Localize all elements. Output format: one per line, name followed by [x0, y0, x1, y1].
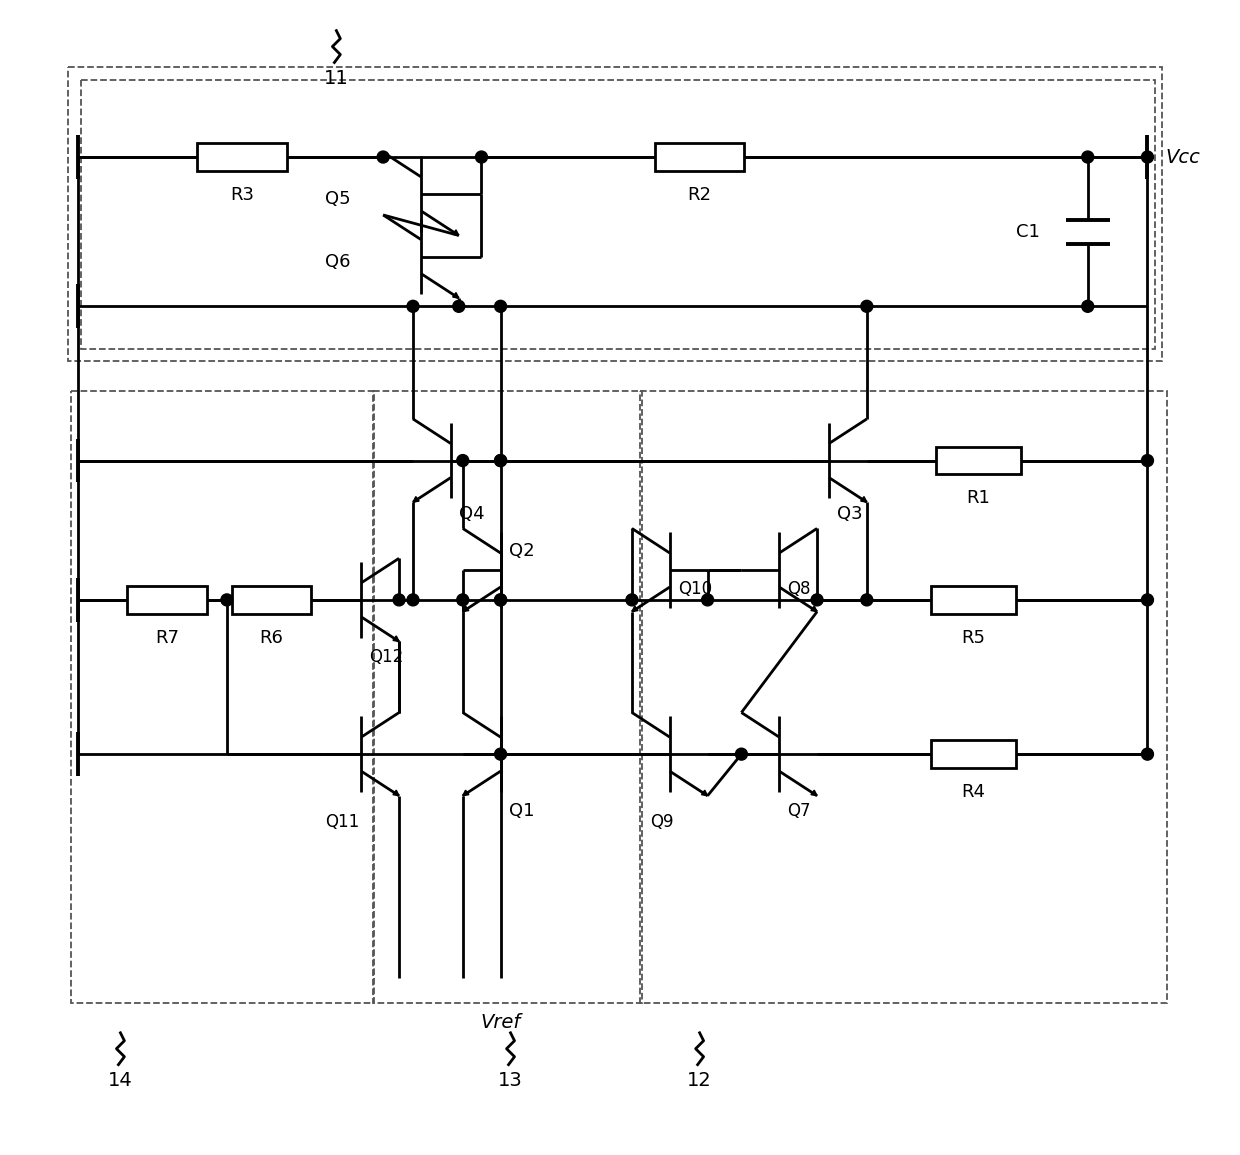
Text: Vref: Vref [480, 1013, 521, 1033]
Text: Q5: Q5 [325, 189, 351, 208]
Text: Q1: Q1 [508, 802, 534, 820]
Polygon shape [702, 790, 708, 796]
Text: Q7: Q7 [787, 802, 811, 820]
Circle shape [495, 455, 507, 467]
Circle shape [1142, 748, 1153, 760]
Polygon shape [463, 790, 469, 796]
Circle shape [495, 594, 507, 606]
Text: 11: 11 [324, 69, 348, 88]
Circle shape [393, 594, 405, 606]
Circle shape [475, 151, 487, 163]
Circle shape [456, 455, 469, 467]
Circle shape [407, 594, 419, 606]
Circle shape [495, 594, 507, 606]
Circle shape [1142, 594, 1153, 606]
Circle shape [861, 594, 873, 606]
Text: R4: R4 [961, 783, 986, 800]
Bar [931, 740, 1016, 768]
Polygon shape [453, 230, 459, 236]
Bar [232, 586, 311, 613]
Circle shape [1142, 455, 1153, 467]
Text: Q8: Q8 [787, 580, 811, 598]
Circle shape [735, 748, 748, 760]
Circle shape [861, 300, 873, 312]
Text: Q6: Q6 [325, 253, 351, 270]
Text: R1: R1 [966, 490, 991, 507]
Text: Q11: Q11 [325, 813, 360, 832]
Text: R6: R6 [259, 628, 284, 647]
Bar [931, 586, 1016, 613]
Bar [655, 143, 744, 171]
Circle shape [811, 594, 823, 606]
Polygon shape [463, 606, 469, 612]
Text: R7: R7 [155, 628, 180, 647]
Polygon shape [453, 292, 459, 298]
Text: 14: 14 [108, 1071, 133, 1090]
Text: Q2: Q2 [508, 542, 534, 560]
Text: Q3: Q3 [837, 505, 863, 522]
Bar [936, 447, 1021, 475]
Circle shape [407, 300, 419, 312]
Text: Vcc: Vcc [1166, 148, 1200, 166]
Polygon shape [811, 790, 817, 796]
Text: 12: 12 [687, 1071, 712, 1090]
Circle shape [1081, 151, 1094, 163]
Bar [640, 390, 1167, 1003]
Circle shape [1142, 151, 1153, 163]
Bar [197, 143, 286, 171]
Polygon shape [413, 497, 419, 502]
Polygon shape [632, 606, 639, 612]
Circle shape [495, 748, 507, 760]
Text: C1: C1 [1016, 223, 1040, 240]
Text: R5: R5 [961, 628, 986, 647]
Text: 13: 13 [498, 1071, 523, 1090]
Text: Q12: Q12 [370, 648, 403, 665]
Circle shape [495, 455, 507, 467]
Text: Q10: Q10 [678, 580, 712, 598]
Polygon shape [861, 497, 867, 502]
Circle shape [456, 594, 469, 606]
Circle shape [1081, 300, 1094, 312]
Bar [71, 390, 374, 1003]
Text: R2: R2 [688, 186, 712, 203]
Text: R3: R3 [229, 186, 254, 203]
Text: Q9: Q9 [650, 813, 673, 832]
Circle shape [626, 594, 637, 606]
Polygon shape [393, 636, 399, 641]
Bar [128, 586, 207, 613]
Polygon shape [811, 606, 817, 612]
Bar [68, 67, 1162, 362]
Text: Q4: Q4 [459, 505, 485, 522]
Circle shape [377, 151, 389, 163]
Circle shape [495, 300, 507, 312]
Bar [81, 81, 1156, 349]
Circle shape [702, 594, 713, 606]
Circle shape [453, 300, 465, 312]
Circle shape [221, 594, 233, 606]
Polygon shape [393, 790, 399, 796]
Bar [373, 390, 642, 1003]
